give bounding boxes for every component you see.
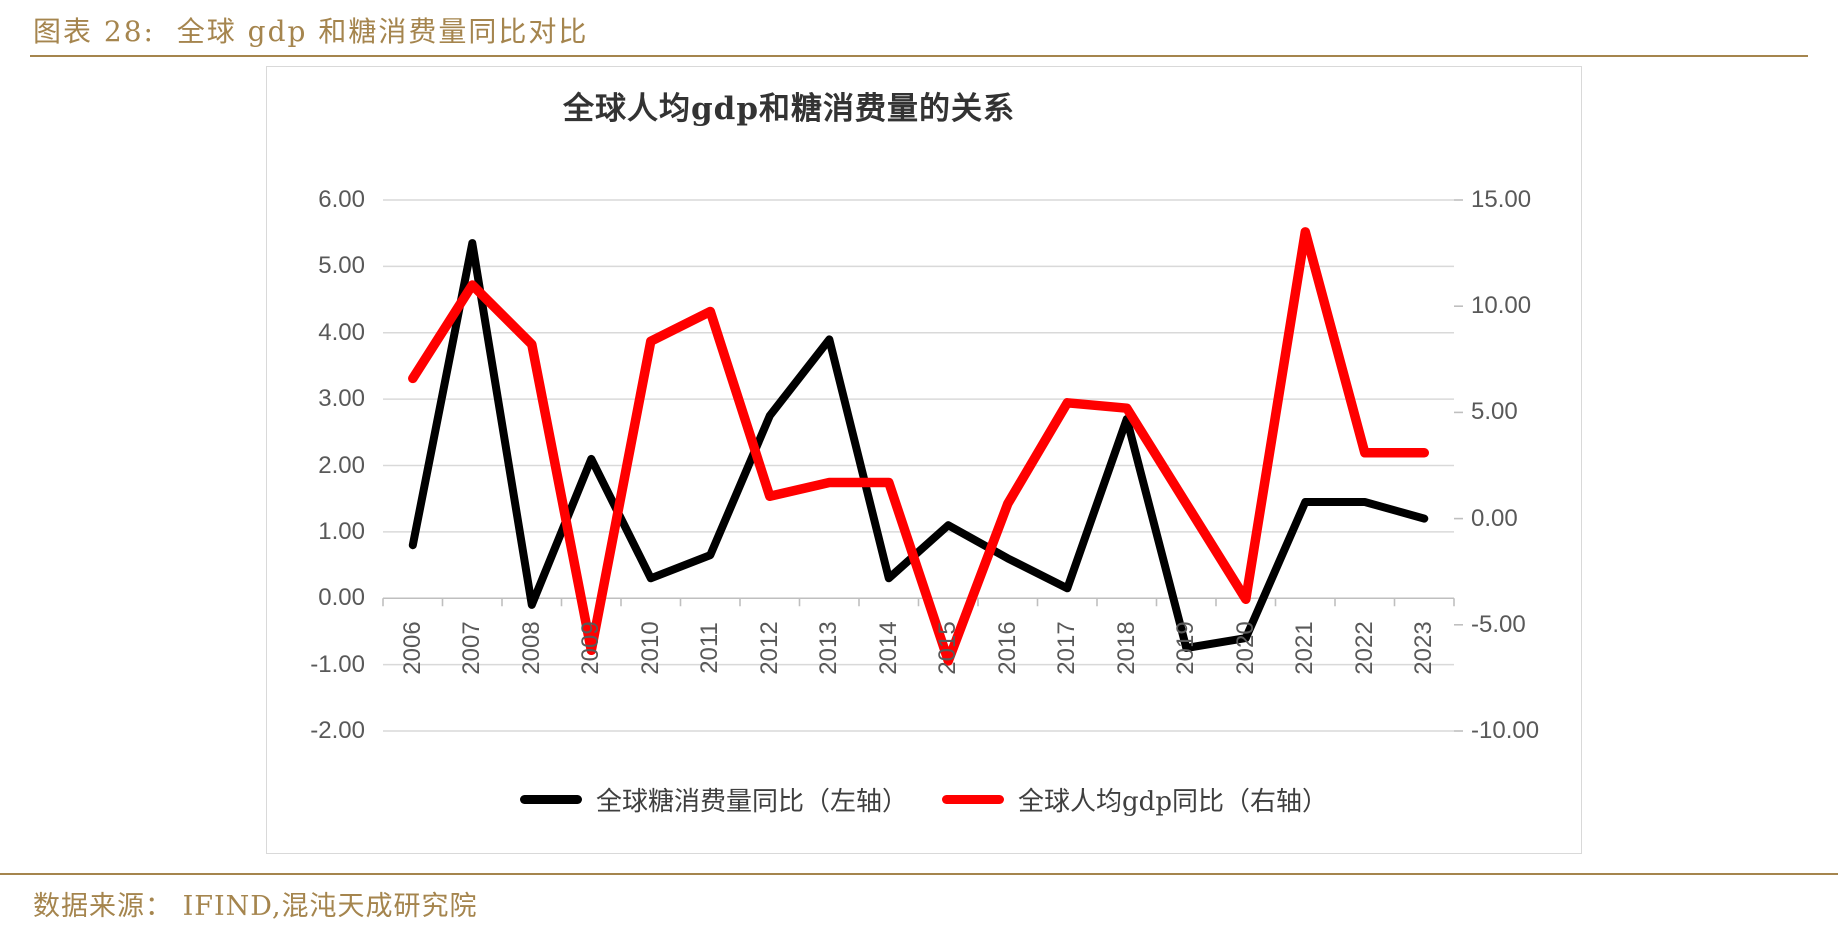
right-axis-tick-label: 15.00 bbox=[1471, 186, 1532, 213]
footer-divider bbox=[0, 873, 1838, 875]
x-axis-tick-label: 2014 bbox=[874, 621, 902, 675]
right-axis-labels: 15.00 10.00 5.00 0.00 -5.00 -10.00 bbox=[1471, 67, 1581, 853]
left-axis-tick-label: 1.00 bbox=[318, 517, 365, 545]
series-line-1 bbox=[408, 227, 1430, 666]
x-axis-tick-label: 2018 bbox=[1112, 621, 1140, 675]
x-axis-tick-label: 2015 bbox=[934, 621, 962, 675]
legend-label: 全球糖消费量同比（左轴） bbox=[596, 787, 909, 817]
x-axis-tick-label: 2023 bbox=[1410, 621, 1438, 675]
x-axis-tick-label: 2008 bbox=[517, 621, 545, 675]
left-axis-tick-label: 2.00 bbox=[318, 451, 365, 479]
right-axis-tick-label: 0.00 bbox=[1471, 504, 1518, 532]
legend-label: 全球人均gdp同比（右轴） bbox=[1018, 787, 1328, 817]
right-axis-tick-label: 5.00 bbox=[1471, 398, 1518, 426]
legend-item-1: 全球人均gdp同比（右轴） bbox=[942, 781, 1328, 818]
right-axis-tick-label: -10.00 bbox=[1471, 717, 1540, 744]
x-axis-tick-label: 2006 bbox=[398, 621, 426, 675]
x-axis-tick-label: 2010 bbox=[636, 621, 664, 675]
legend-swatch-icon bbox=[942, 795, 1005, 804]
x-axis-tick-label: 2012 bbox=[755, 621, 783, 675]
legend-swatch-icon bbox=[520, 795, 583, 804]
right-axis-tick-label: 10.00 bbox=[1471, 292, 1532, 320]
left-axis-tick-label: 5.00 bbox=[318, 252, 365, 280]
legend: 全球糖消费量同比（左轴） 全球人均gdp同比（右轴） bbox=[267, 781, 1581, 818]
x-axis-tick-label: 2013 bbox=[815, 621, 843, 675]
x-axis-tick-label: 2009 bbox=[577, 621, 605, 675]
left-axis-tick-label: -2.00 bbox=[310, 717, 365, 744]
series-line-0 bbox=[408, 239, 1429, 652]
chart-title: 全球人均gdp和糖消费量的关系 bbox=[562, 91, 1016, 127]
legend-item-0: 全球糖消费量同比（左轴） bbox=[520, 781, 908, 818]
right-axis-tick-label: -5.00 bbox=[1471, 610, 1526, 638]
left-axis-labels: 6.00 5.00 4.00 3.00 2.00 1.00 0.00 -1.00 -2.00 bbox=[295, 67, 365, 853]
header-divider bbox=[30, 55, 1808, 57]
figure-caption: 图表 28: 全球 gdp 和糖消费量同比对比 bbox=[33, 15, 589, 48]
x-axis-tick-label: 2019 bbox=[1172, 621, 1200, 675]
data-source: 数据来源： IFIND,混沌天成研究院 bbox=[33, 891, 478, 922]
left-axis-tick-label: -1.00 bbox=[310, 650, 365, 678]
x-axis-tick-label: 2022 bbox=[1350, 621, 1378, 675]
x-axis-tick-label: 2020 bbox=[1231, 621, 1259, 675]
left-axis-tick-label: 4.00 bbox=[318, 318, 365, 346]
left-axis-tick-label: 3.00 bbox=[318, 385, 365, 413]
x-axis-tick-label: 2021 bbox=[1291, 621, 1319, 675]
line-chart-plot bbox=[382, 199, 1463, 732]
left-axis-tick-label: 0.00 bbox=[318, 584, 365, 612]
x-axis-tick-label: 2007 bbox=[458, 621, 486, 675]
x-axis-tick-label: 2011 bbox=[696, 622, 724, 675]
x-axis-tick-label: 2016 bbox=[993, 621, 1021, 675]
left-axis-tick-label: 6.00 bbox=[318, 186, 365, 213]
chart-container: 全球人均gdp和糖消费量的关系 6.00 5.00 4.00 3.00 2.00 1.00… bbox=[266, 66, 1582, 854]
x-axis-tick-label: 2017 bbox=[1053, 621, 1081, 675]
